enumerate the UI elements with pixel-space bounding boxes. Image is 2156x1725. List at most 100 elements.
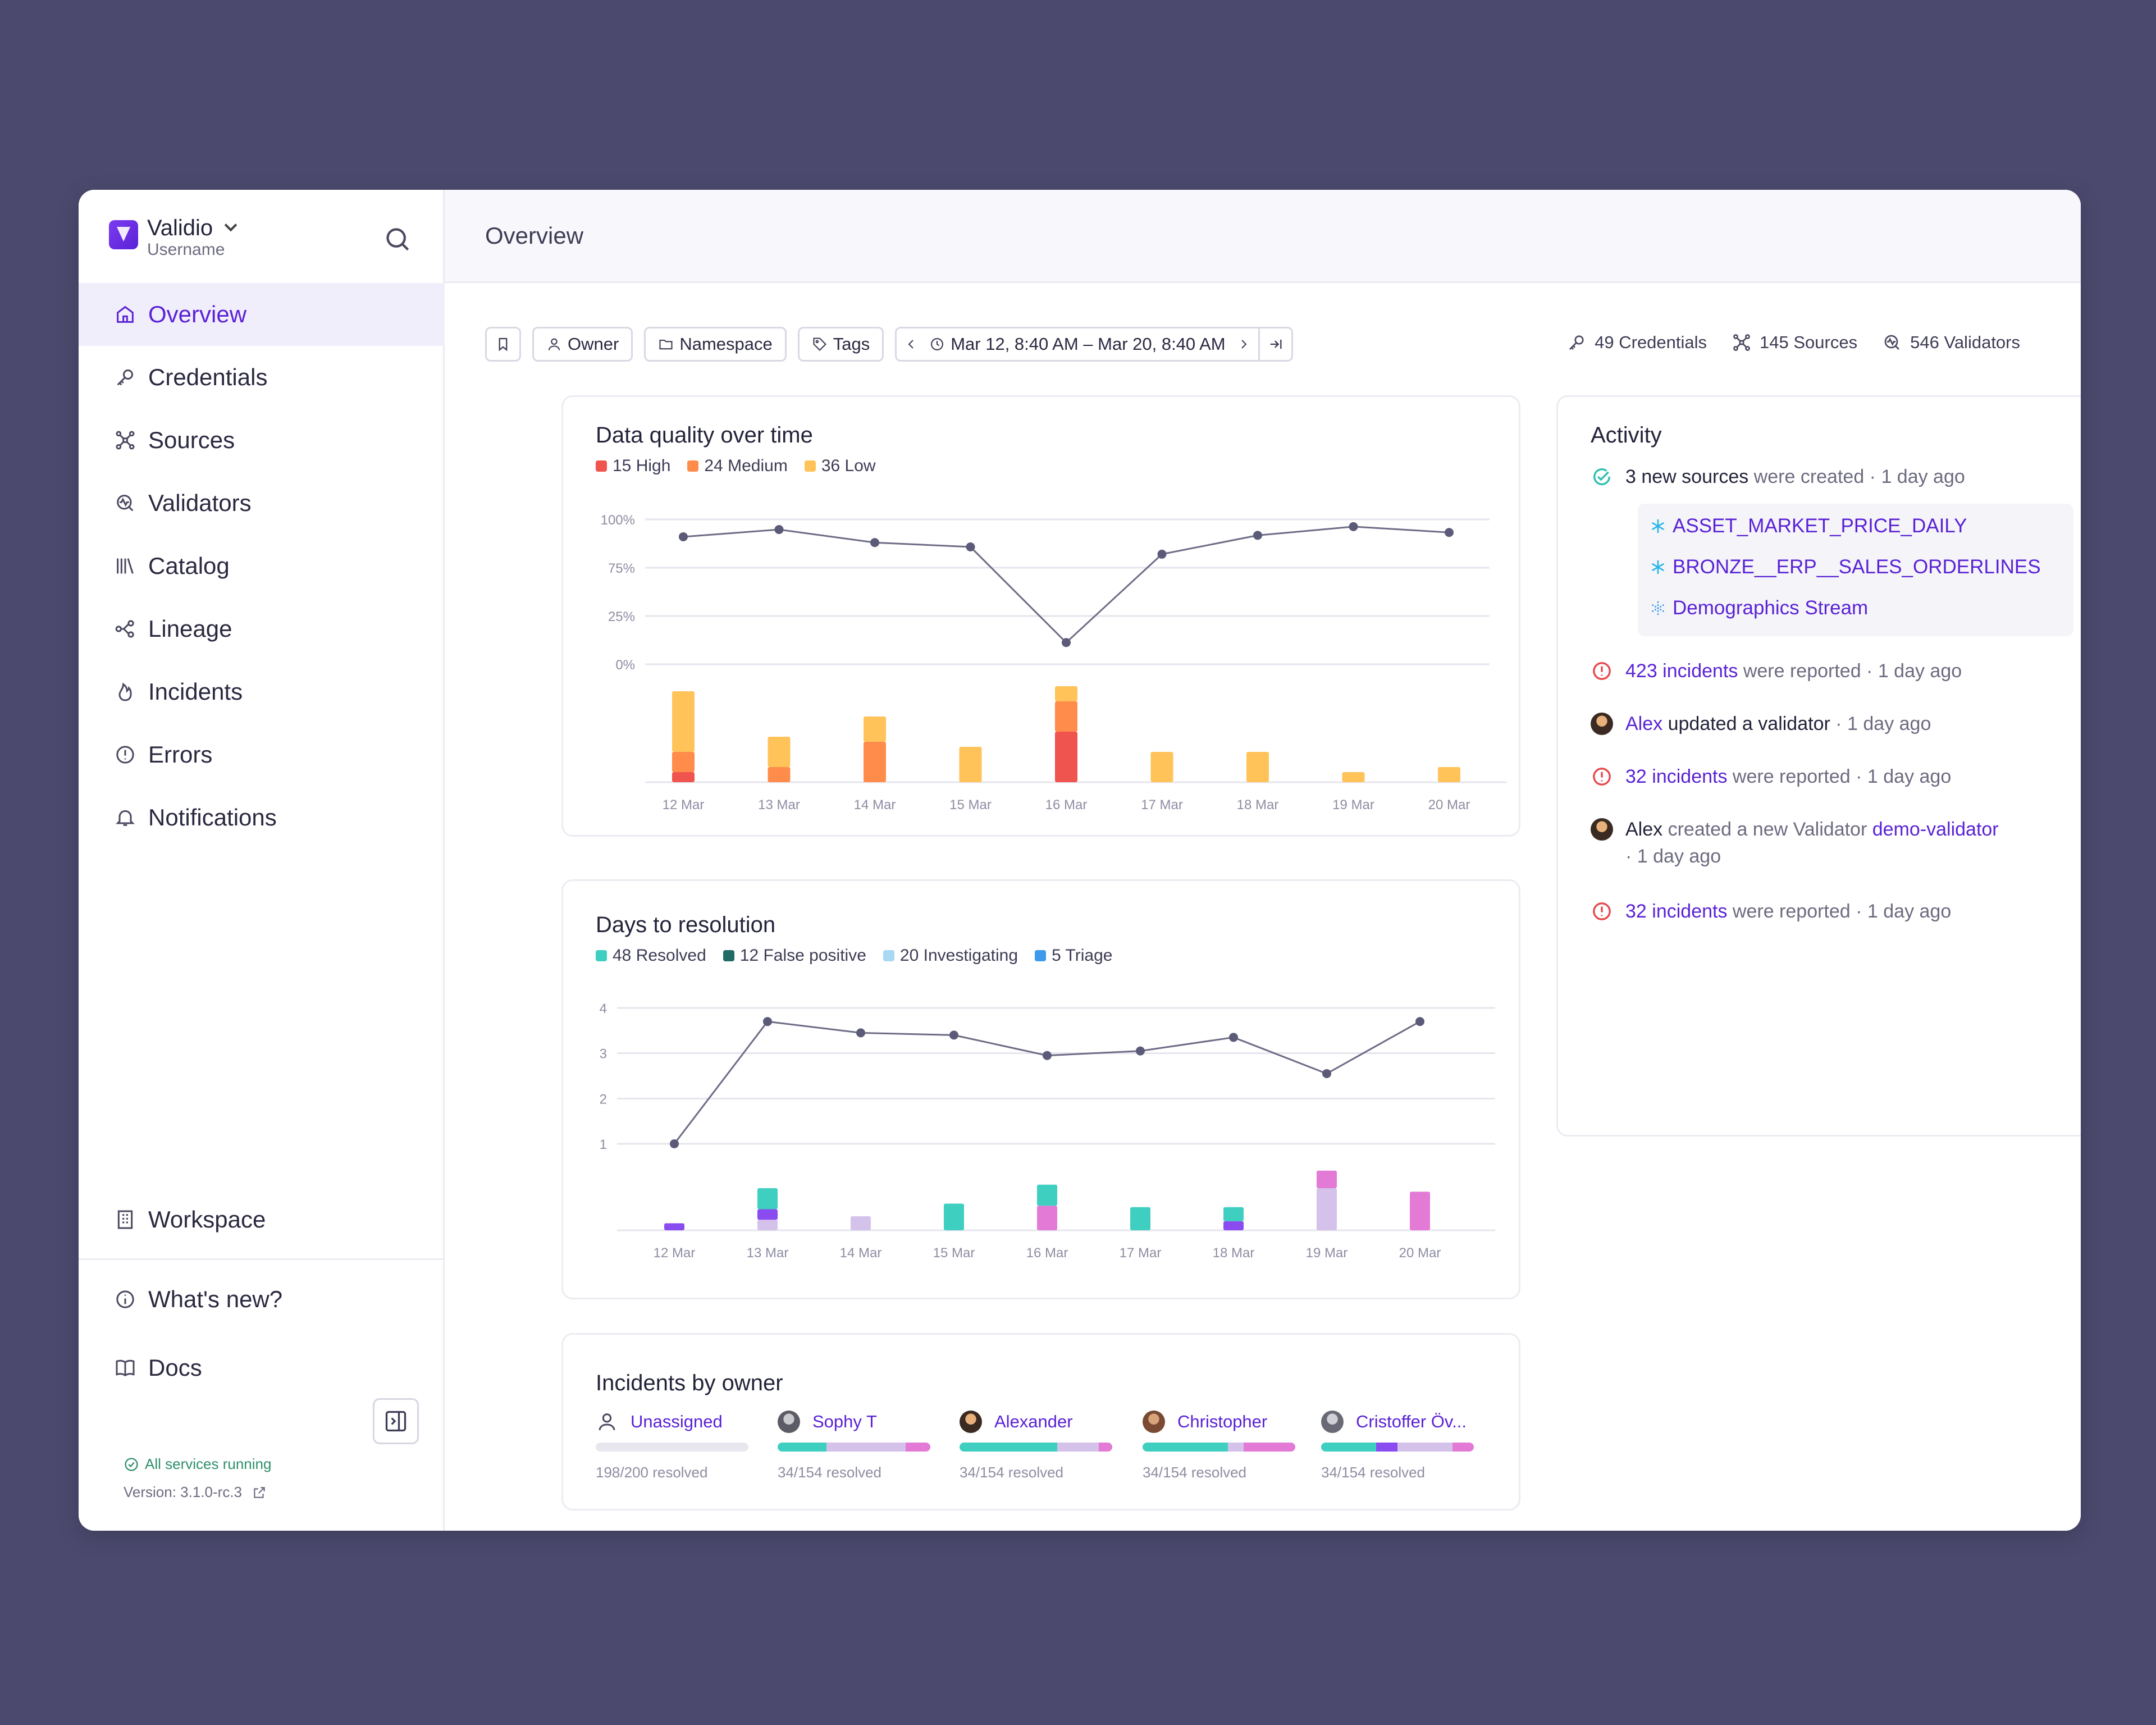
collapse-sidebar-button[interactable] <box>373 1398 419 1444</box>
bar-segment <box>672 752 695 772</box>
y-tick-label: 100% <box>601 513 635 528</box>
chevron-left-icon <box>908 340 913 349</box>
trend-point <box>949 1030 958 1040</box>
bar-segment <box>1150 752 1173 782</box>
namespace-filter[interactable]: Namespace <box>644 327 787 362</box>
date-range-value[interactable]: Mar 12, 8:40 AM – Mar 20, 8:40 AM <box>926 328 1228 360</box>
user-icon <box>548 338 560 350</box>
date-next-button[interactable] <box>1229 328 1258 360</box>
owner-progress-bar <box>1321 1443 1474 1452</box>
bar-segment <box>864 742 886 782</box>
owner-cristoffer[interactable]: Cristoffer Öv... 34/154 resolved <box>1321 1409 1474 1481</box>
sidebar-item-notifications[interactable]: Notifications <box>79 786 445 849</box>
sidebar-divider <box>79 1258 445 1260</box>
owner-name: Cristoffer Öv... <box>1356 1412 1467 1431</box>
home-icon <box>112 302 138 327</box>
bar-segment <box>672 691 695 752</box>
bar-segment <box>1246 752 1269 782</box>
trend-point <box>1043 1051 1052 1060</box>
avatar <box>1591 818 1613 841</box>
legend-item-resolved[interactable]: 48 Resolved <box>596 946 706 965</box>
validator-link[interactable]: demo-validator <box>1872 819 1999 840</box>
activity-row-incidents: 32 incidents were reported · 1 day ago <box>1591 898 1951 925</box>
owner-progress-bar <box>1143 1443 1295 1452</box>
docs-label: Docs <box>148 1354 202 1381</box>
snowflake-icon <box>1651 519 1665 533</box>
owner-alexander[interactable]: Alexander 34/154 resolved <box>960 1409 1112 1481</box>
search-icon[interactable] <box>382 223 413 255</box>
date-prev-button[interactable] <box>897 328 926 360</box>
sidebar-item-catalog[interactable]: Catalog <box>79 535 445 597</box>
x-tick-label: 20 Mar <box>1428 797 1470 813</box>
owner-resolved: 34/154 resolved <box>778 1464 882 1481</box>
alert-circle-icon <box>112 742 138 768</box>
sources-icon <box>1733 334 1750 351</box>
owner-christopher[interactable]: Christopher 34/154 resolved <box>1143 1409 1295 1481</box>
workspace-switcher[interactable]: Validio Username <box>109 215 237 258</box>
source-link[interactable]: BRONZE__ERP__SALES_ORDERLINES <box>1649 556 2041 578</box>
version-link[interactable]: Version: 3.1.0-rc.3 <box>124 1484 267 1501</box>
source-link[interactable]: ASSET_MARKET_PRICE_DAILY <box>1649 515 1967 537</box>
sources-stat[interactable]: 145 Sources <box>1732 332 1857 353</box>
days-to-resolution-card: Days to resolution 48 Resolved 12 False … <box>561 879 1520 1299</box>
sidebar-nav: Overview Credentials Sources Validators … <box>79 283 445 849</box>
owner-unassigned[interactable]: Unassigned 198/200 resolved <box>596 1409 748 1481</box>
avatar <box>1321 1411 1344 1433</box>
owner-name: Alexander <box>994 1412 1073 1431</box>
owner-filter[interactable]: Owner <box>532 327 633 362</box>
sidebar-item-sources[interactable]: Sources <box>79 409 445 472</box>
y-tick-label: 75% <box>608 561 635 576</box>
legend-item-investigating[interactable]: 20 Investigating <box>883 946 1018 965</box>
validators-icon <box>1884 335 1900 350</box>
date-latest-button[interactable] <box>1260 328 1291 360</box>
sidebar-item-errors[interactable]: Errors <box>79 723 445 786</box>
owner-sophy-t[interactable]: Sophy T 34/154 resolved <box>778 1409 930 1481</box>
trend-point <box>670 1139 679 1148</box>
credentials-stat[interactable]: 49 Credentials <box>1566 332 1707 353</box>
sidebar-item-docs[interactable]: Docs <box>79 1336 445 1399</box>
data-quality-card: Data quality over time 15 High 24 Medium… <box>561 395 1520 837</box>
sidebar-item-overview[interactable]: Overview <box>79 283 445 346</box>
trend-point <box>1157 549 1167 559</box>
x-tick-label: 19 Mar <box>1306 1245 1348 1261</box>
tags-filter[interactable]: Tags <box>797 327 884 362</box>
app-window: Validio Username Overview Credentials So… <box>79 190 2081 1531</box>
main-content: Overview Owner Namespace Tags <box>445 190 2081 1531</box>
legend-item-false-positive[interactable]: 12 False positive <box>723 946 866 965</box>
sidebar-toggle-icon <box>385 1411 406 1432</box>
bookmark-button[interactable] <box>485 327 521 362</box>
legend-item-low[interactable]: 36 Low <box>804 457 876 476</box>
legend-item-triage[interactable]: 5 Triage <box>1035 946 1112 965</box>
summary-stats: 49 Credentials 145 Sources 546 Validator… <box>1542 332 2020 353</box>
sidebar-item-lineage[interactable]: Lineage <box>79 597 445 660</box>
legend-item-medium[interactable]: 24 Medium <box>687 457 788 476</box>
created-sources-list: ASSET_MARKET_PRICE_DAILY BRONZE__ERP__SA… <box>1638 504 2073 636</box>
trend-point <box>1136 1046 1145 1056</box>
sidebar-item-validators[interactable]: Validators <box>79 472 445 535</box>
bar-segment <box>1317 1170 1337 1188</box>
trend-point <box>1445 528 1454 537</box>
check-circle-icon <box>1593 468 1611 486</box>
sidebar: Validio Username Overview Credentials So… <box>79 190 445 1531</box>
trend-point <box>870 538 879 547</box>
sidebar-item-workspace[interactable]: Workspace <box>79 1188 445 1251</box>
activity-row-validator-created: Alex created a new Validator demo-valida… <box>1591 816 2081 870</box>
bar-segment <box>944 1203 964 1230</box>
legend-item-high[interactable]: 15 High <box>596 457 670 476</box>
date-range-label: Mar 12, 8:40 AM – Mar 20, 8:40 AM <box>951 334 1226 354</box>
source-link[interactable]: Demographics Stream <box>1649 597 1868 619</box>
whats-new-label: What's new? <box>148 1286 283 1312</box>
validators-stat[interactable]: 546 Validators <box>1882 332 2020 353</box>
sidebar-item-whats-new[interactable]: What's new? <box>79 1268 445 1331</box>
x-tick-label: 18 Mar <box>1237 797 1279 813</box>
status-text: All services running <box>145 1455 272 1472</box>
bar-segment <box>1037 1184 1057 1206</box>
key-icon <box>1569 335 1584 350</box>
bar-segment <box>1410 1192 1430 1230</box>
bar-segment <box>664 1223 684 1230</box>
alert-circle-icon <box>1593 768 1611 786</box>
page-title: Overview <box>485 222 584 249</box>
sidebar-item-credentials[interactable]: Credentials <box>79 346 445 409</box>
avatar <box>778 1411 800 1433</box>
sidebar-item-incidents[interactable]: Incidents <box>79 660 445 723</box>
